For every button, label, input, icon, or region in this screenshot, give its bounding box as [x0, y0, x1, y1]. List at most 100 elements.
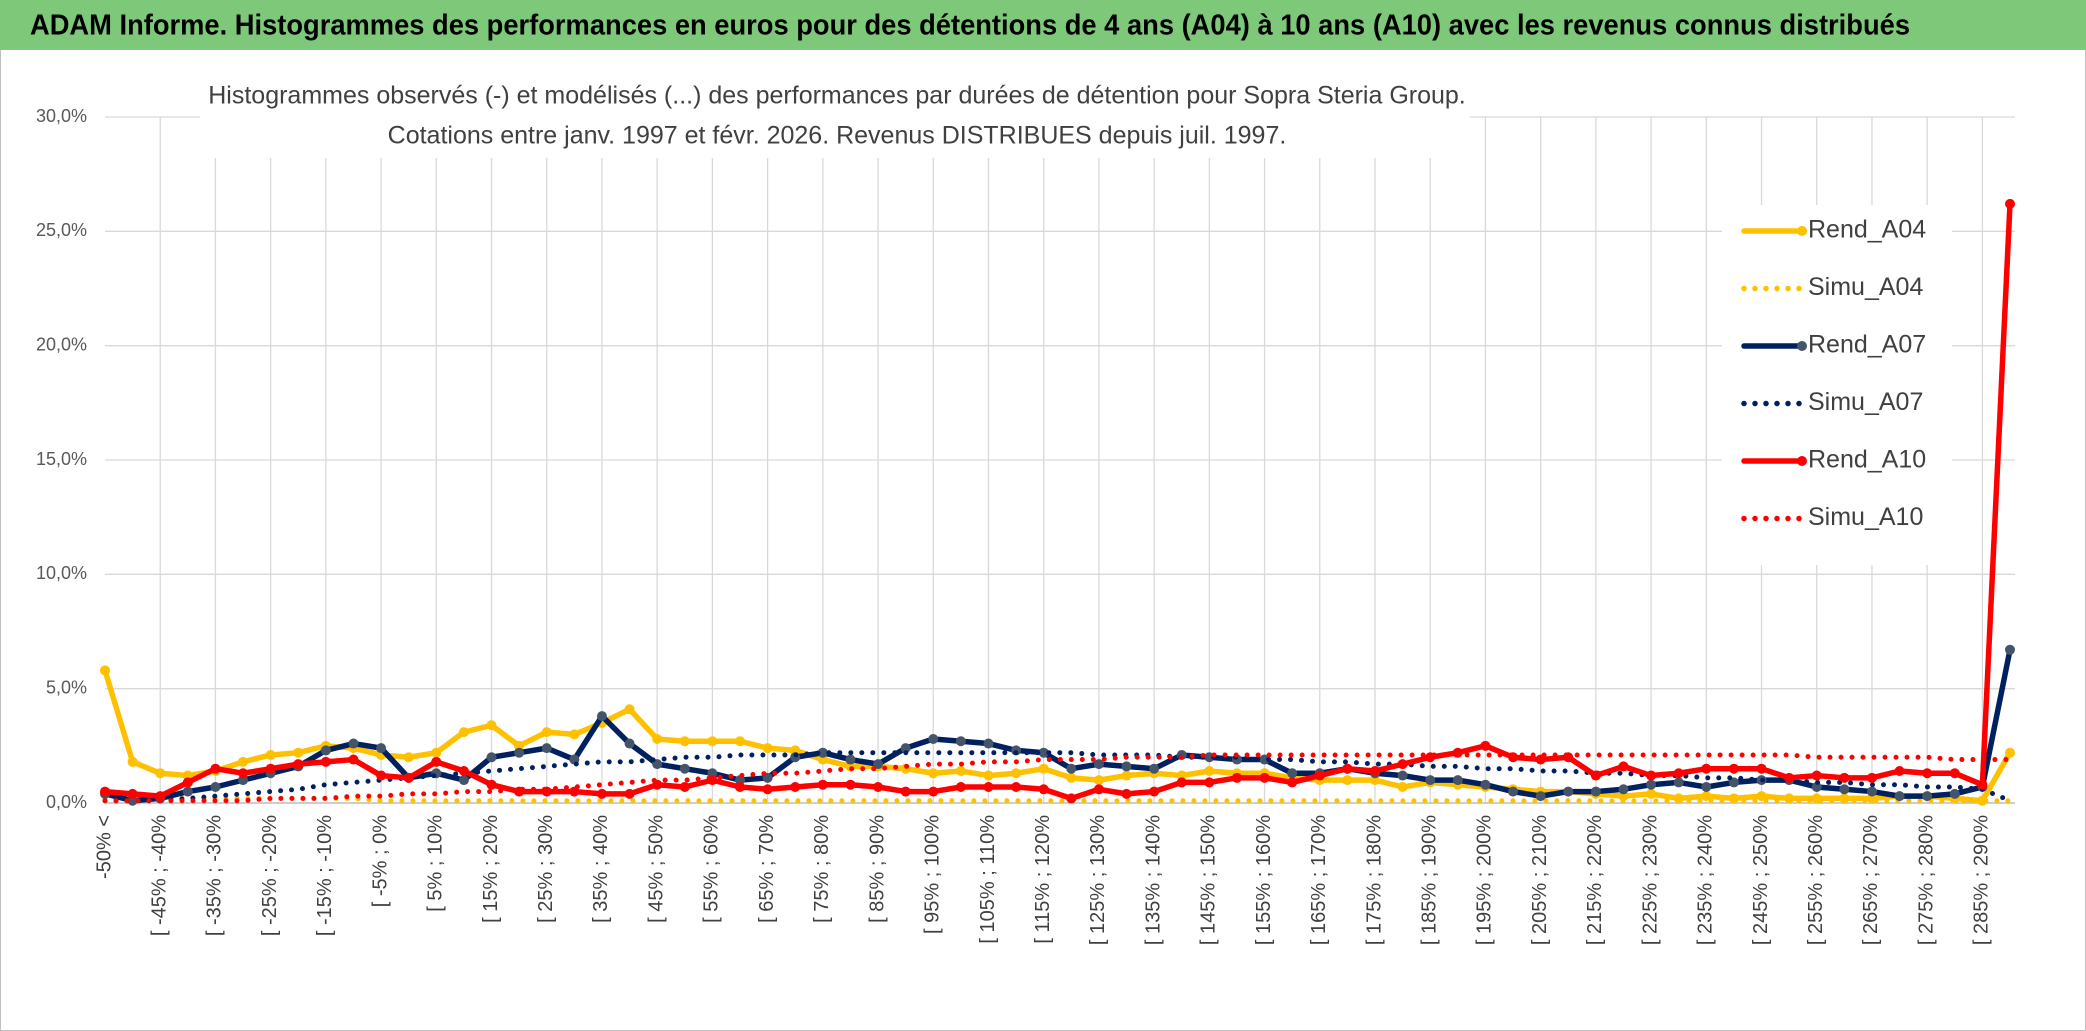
- marker: [1949, 788, 1960, 799]
- marker: [182, 786, 193, 797]
- marker: [1204, 777, 1215, 788]
- marker: [1038, 784, 1049, 795]
- marker: [1259, 772, 1270, 783]
- marker: [1811, 781, 1822, 792]
- marker: [486, 779, 497, 790]
- page-title: ADAM Informe. Histogrammes des performan…: [30, 10, 1910, 42]
- marker: [1066, 763, 1077, 774]
- marker: [928, 768, 939, 779]
- marker: [100, 786, 110, 797]
- marker: [1811, 770, 1822, 781]
- marker: [1204, 765, 1215, 776]
- marker: [928, 786, 939, 797]
- marker: [2005, 198, 2015, 209]
- marker: [182, 770, 193, 781]
- marker: [790, 781, 801, 792]
- marker: [1397, 770, 1408, 781]
- marker: [514, 740, 525, 751]
- marker: [1231, 772, 1242, 783]
- x-tick-label: [ 125% ; 130%: [1087, 815, 1109, 945]
- marker: [569, 729, 580, 740]
- marker: [1922, 791, 1933, 802]
- legend-label: Simu_A10: [1808, 503, 1923, 531]
- x-tick-label: [ -25% ; -20%: [259, 815, 281, 936]
- x-tick-label: [ 235% ; 240%: [1695, 815, 1717, 945]
- marker: [845, 779, 856, 790]
- marker: [1314, 770, 1325, 781]
- marker: [928, 733, 939, 744]
- marker: [1370, 765, 1380, 776]
- marker: [1646, 770, 1657, 781]
- marker: [1563, 786, 1574, 797]
- marker: [1756, 791, 1767, 802]
- marker: [265, 763, 276, 774]
- marker: [1011, 768, 1022, 779]
- marker: [1756, 763, 1767, 774]
- marker: [1728, 777, 1739, 788]
- x-tick-label: [ 165% ; 170%: [1308, 815, 1330, 945]
- legend-label: Rend_A07: [1808, 331, 1926, 359]
- x-tick-label: -50% <: [93, 815, 115, 879]
- marker: [707, 736, 718, 747]
- marker: [735, 781, 745, 792]
- marker: [1287, 768, 1298, 779]
- marker: [1618, 784, 1629, 795]
- marker: [900, 786, 911, 797]
- marker: [1149, 763, 1160, 774]
- marker: [679, 763, 690, 774]
- marker: [1977, 795, 1988, 806]
- marker: [735, 736, 745, 747]
- chart-title: Histogrammes observés (-) et modélisés (…: [208, 82, 1466, 110]
- x-tick-label: [ 215% ; 220%: [1584, 815, 1606, 945]
- marker: [1370, 775, 1380, 786]
- marker: [1590, 770, 1601, 781]
- marker: [1342, 763, 1353, 774]
- marker: [238, 775, 249, 786]
- marker: [210, 763, 221, 774]
- x-tick-label: [ 285% ; 290%: [1971, 815, 1993, 945]
- marker: [790, 745, 801, 756]
- marker: [1701, 791, 1712, 802]
- marker: [1866, 772, 1877, 783]
- marker: [348, 738, 359, 749]
- marker: [1259, 754, 1270, 765]
- marker: [1066, 793, 1077, 804]
- marker: [1149, 786, 1160, 797]
- marker: [1535, 791, 1546, 802]
- x-tick-label: [ 175% ; 180%: [1363, 815, 1385, 945]
- marker: [873, 759, 884, 770]
- title-bar: [0, 0, 2086, 50]
- marker: [955, 765, 966, 776]
- marker: [1342, 775, 1353, 786]
- marker: [1425, 775, 1436, 786]
- marker: [1839, 772, 1850, 783]
- x-tick-label: [ 5% ; 10%: [425, 815, 447, 912]
- x-tick-label: [ -15% ; -10%: [314, 815, 336, 936]
- marker: [1397, 759, 1408, 770]
- marker: [403, 752, 414, 763]
- marker: [817, 779, 828, 790]
- marker: [762, 784, 773, 795]
- x-tick-label: [ 45% ; 50%: [645, 815, 667, 923]
- marker: [1728, 763, 1739, 774]
- marker: [127, 756, 138, 767]
- x-tick-label: [ 205% ; 210%: [1529, 815, 1551, 945]
- legend-label: Simu_A07: [1808, 388, 1923, 416]
- observed-line: [102, 201, 2013, 802]
- marker: [817, 747, 828, 758]
- marker: [431, 756, 442, 767]
- marker: [127, 788, 138, 799]
- marker: [1646, 779, 1657, 790]
- x-tick-label: [ 75% ; 80%: [811, 815, 833, 923]
- legend-label: Rend_A04: [1808, 216, 1926, 244]
- marker: [900, 743, 911, 754]
- marker: [1949, 768, 1960, 779]
- marker: [1646, 788, 1657, 799]
- x-tick-label: [ 225% ; 230%: [1639, 815, 1661, 945]
- marker: [1977, 779, 1988, 790]
- marker: [238, 756, 249, 767]
- model-line: [102, 795, 2013, 804]
- marker: [514, 747, 525, 758]
- legend-label: Simu_A04: [1808, 273, 1923, 301]
